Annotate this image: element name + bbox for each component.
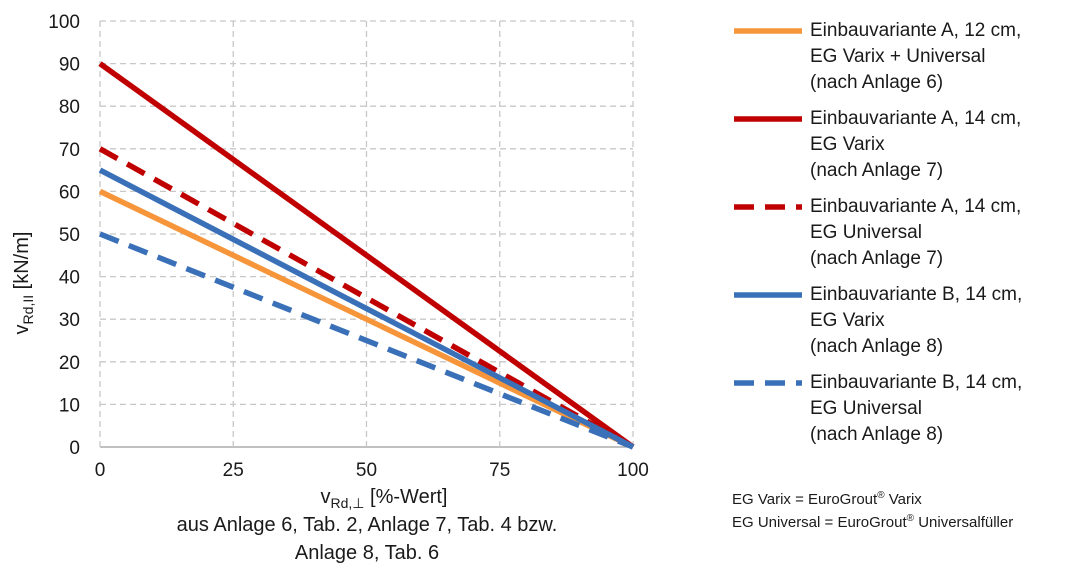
legend-swatch-1 — [734, 28, 802, 34]
y-tick-label: 40 — [59, 268, 80, 289]
x-axis-label: vRd,⊥ [%-Wert] — [321, 486, 448, 511]
y-tick-label: 100 — [48, 12, 80, 33]
legend-swatch-5 — [734, 380, 802, 386]
legend-label-1: Einbauvariante A, 12 cm, EG Varix + Univ… — [810, 20, 1022, 93]
x-axis-ticks: 0 25 50 75 100 — [95, 460, 649, 481]
y-tick-label: 20 — [59, 353, 80, 374]
x-axis-label-line3: Anlage 8, Tab. 6 — [295, 542, 439, 564]
legend-swatch-2 — [734, 116, 802, 122]
legend-item-1: Einbauvariante A, 12 cm, EG Varix + Univ… — [732, 18, 1087, 106]
x-tick-label: 0 — [95, 460, 106, 481]
legend-swatch-3 — [734, 204, 802, 210]
y-tick-label: 90 — [59, 55, 80, 76]
note-varix: EG Varix = EuroGrout® Varix — [732, 490, 922, 508]
x-axis-label-line2: aus Anlage 6, Tab. 2, Anlage 7, Tab. 4 b… — [177, 514, 558, 536]
y-axis-label: vRd,II [kN/m] — [11, 232, 36, 335]
y-tick-label: 60 — [59, 182, 80, 203]
chart-legend: Einbauvariante A, 12 cm, EG Varix + Univ… — [732, 18, 1087, 458]
abbreviation-notes: EG Varix = EuroGrout® Varix EG Universal… — [732, 486, 1013, 532]
y-axis-ticks: 0 10 20 30 40 50 60 70 80 90 100 — [48, 12, 80, 459]
legend-label-5: Einbauvariante B, 14 cm, EG Universal (n… — [810, 372, 1023, 445]
legend-item-2: Einbauvariante A, 14 cm, EG Varix (nach … — [732, 106, 1087, 194]
y-tick-label: 50 — [59, 225, 80, 246]
y-tick-label: 70 — [59, 140, 80, 161]
y-tick-label: 30 — [59, 310, 80, 331]
series-line-1 — [98, 188, 635, 450]
legend-label-3: Einbauvariante A, 14 cm, EG Universal (n… — [810, 196, 1022, 269]
series-line-5 — [98, 231, 635, 450]
series-lines — [98, 61, 635, 450]
x-tick-label: 50 — [356, 460, 377, 481]
y-tick-label: 10 — [59, 395, 80, 416]
line-chart: 0 10 20 30 40 50 60 70 80 90 100 0 25 50 75 100 vRd,II… — [11, 12, 649, 564]
grid-lines — [99, 20, 634, 448]
series-line-3 — [98, 146, 635, 450]
legend-label-4: Einbauvariante B, 14 cm, EG Varix (nach … — [810, 284, 1023, 357]
series-line-2 — [98, 61, 635, 450]
legend-item-3: Einbauvariante A, 14 cm, EG Universal (n… — [732, 194, 1087, 282]
legend-item-4: Einbauvariante B, 14 cm, EG Varix (nach … — [732, 282, 1087, 370]
x-tick-label: 75 — [489, 460, 510, 481]
legend-label-2: Einbauvariante A, 14 cm, EG Varix (nach … — [810, 108, 1022, 181]
y-tick-label: 0 — [69, 438, 80, 459]
legend-swatch-4 — [734, 292, 802, 298]
x-tick-label: 25 — [223, 460, 244, 481]
x-tick-label: 100 — [617, 460, 649, 481]
note-universal: EG Universal = EuroGrout® Universalfülle… — [732, 513, 1014, 531]
y-tick-label: 80 — [59, 97, 80, 118]
legend-item-5: Einbauvariante B, 14 cm, EG Universal (n… — [732, 370, 1087, 458]
series-line-4 — [98, 167, 635, 450]
